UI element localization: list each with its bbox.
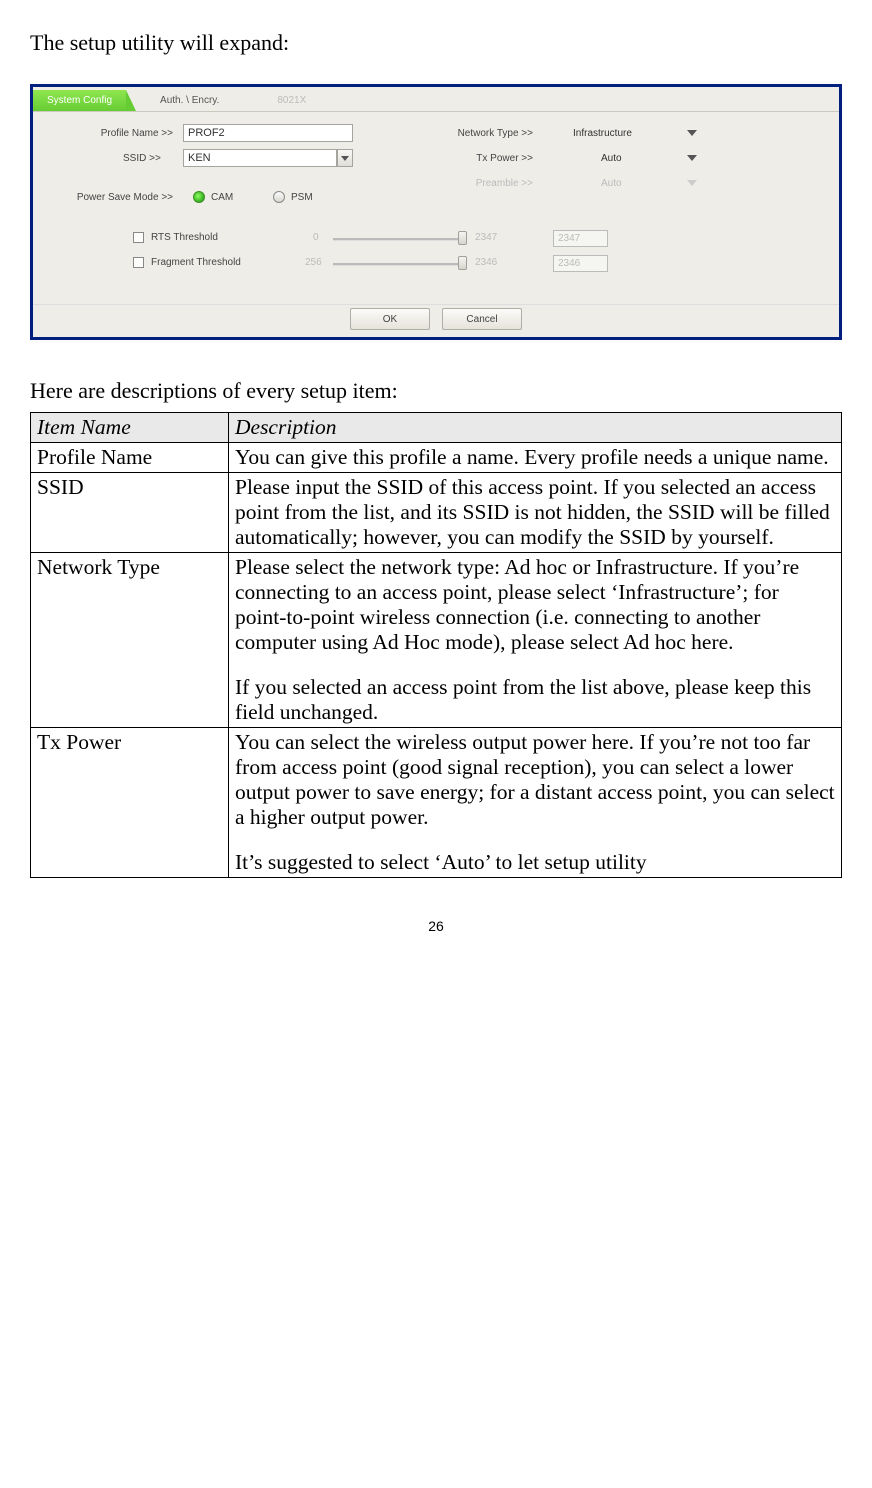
cam-label: CAM	[211, 192, 233, 203]
rts-label: RTS Threshold	[151, 232, 218, 243]
cell-description: Please input the SSID of this access poi…	[229, 473, 842, 553]
desc-para: If you selected an access point from the…	[235, 675, 811, 724]
tab-8021x: 8021X	[263, 90, 320, 111]
frag-slider-thumb[interactable]	[458, 256, 467, 270]
cell-description: Please select the network type: Ad hoc o…	[229, 553, 842, 728]
tab-system-config[interactable]: System Config	[33, 90, 126, 111]
psm-radio[interactable]	[273, 191, 285, 203]
profile-name-input[interactable]: PROF2	[183, 124, 353, 142]
table-header-row: Item Name Description	[31, 413, 842, 443]
rts-max: 2347	[475, 232, 497, 243]
preamble-caret	[687, 180, 697, 186]
psm-label: PSM	[291, 192, 313, 203]
cell-item-name: Profile Name	[31, 443, 229, 473]
ok-button[interactable]: OK	[350, 308, 430, 330]
network-type-value[interactable]: Infrastructure	[573, 128, 632, 139]
preamble-value: Auto	[601, 178, 622, 189]
ssid-dropdown-button[interactable]	[337, 149, 353, 167]
setup-utility-screenshot: System Config Auth. \ Encry. 8021X Profi…	[30, 84, 842, 340]
frag-max: 2346	[475, 257, 497, 268]
frag-slider-track[interactable]	[333, 263, 463, 266]
rts-checkbox[interactable]	[133, 232, 144, 243]
desc-para: It’s suggested to select ‘Auto’ to let s…	[235, 850, 647, 874]
cell-item-name: Network Type	[31, 553, 229, 728]
power-save-label: Power Save Mode >>	[63, 192, 173, 203]
frag-value-box[interactable]: 2346	[553, 255, 608, 272]
tab-arrow-shape	[126, 90, 136, 111]
table-row: Network Type Please select the network t…	[31, 553, 842, 728]
ssid-label: SSID >>	[123, 153, 161, 164]
frag-min: 256	[305, 257, 322, 268]
dialog-button-row: OK Cancel	[33, 304, 839, 333]
cell-item-name: Tx Power	[31, 728, 229, 878]
frag-label: Fragment Threshold	[151, 257, 241, 268]
chevron-down-icon	[341, 156, 349, 161]
rts-slider-track[interactable]	[333, 238, 463, 241]
cell-description: You can give this profile a name. Every …	[229, 443, 842, 473]
tab-label: System Config	[47, 95, 112, 106]
desc-para: Please select the network type: Ad hoc o…	[235, 555, 799, 654]
profile-name-label: Profile Name >>	[73, 128, 173, 139]
desc-intro: Here are descriptions of every setup ite…	[30, 378, 842, 404]
tabs-row: System Config Auth. \ Encry. 8021X	[33, 87, 839, 112]
header-description: Description	[229, 413, 842, 443]
intro-text: The setup utility will expand:	[30, 30, 842, 56]
ssid-input[interactable]: KEN	[183, 149, 337, 167]
cancel-button[interactable]: Cancel	[442, 308, 522, 330]
tab-auth-encry[interactable]: Auth. \ Encry.	[146, 90, 233, 111]
tx-power-caret[interactable]	[687, 155, 697, 161]
page-number: 26	[30, 918, 842, 934]
table-row: Tx Power You can select the wireless out…	[31, 728, 842, 878]
cell-description: You can select the wireless output power…	[229, 728, 842, 878]
desc-para: You can select the wireless output power…	[235, 730, 835, 829]
table-row: Profile Name You can give this profile a…	[31, 443, 842, 473]
cam-radio[interactable]	[193, 191, 205, 203]
table-row: SSID Please input the SSID of this acces…	[31, 473, 842, 553]
network-type-caret[interactable]	[687, 130, 697, 136]
panel-body: Profile Name >> PROF2 SSID >> KEN Power …	[33, 112, 839, 307]
network-type-label: Network Type >>	[433, 128, 533, 139]
rts-slider-thumb[interactable]	[458, 231, 467, 245]
tx-power-label: Tx Power >>	[453, 153, 533, 164]
cell-item-name: SSID	[31, 473, 229, 553]
frag-checkbox[interactable]	[133, 257, 144, 268]
header-item-name: Item Name	[31, 413, 229, 443]
preamble-label: Preamble >>	[453, 178, 533, 189]
rts-min: 0	[313, 232, 319, 243]
tx-power-value[interactable]: Auto	[601, 153, 622, 164]
rts-value-box[interactable]: 2347	[553, 230, 608, 247]
items-table: Item Name Description Profile Name You c…	[30, 412, 842, 878]
